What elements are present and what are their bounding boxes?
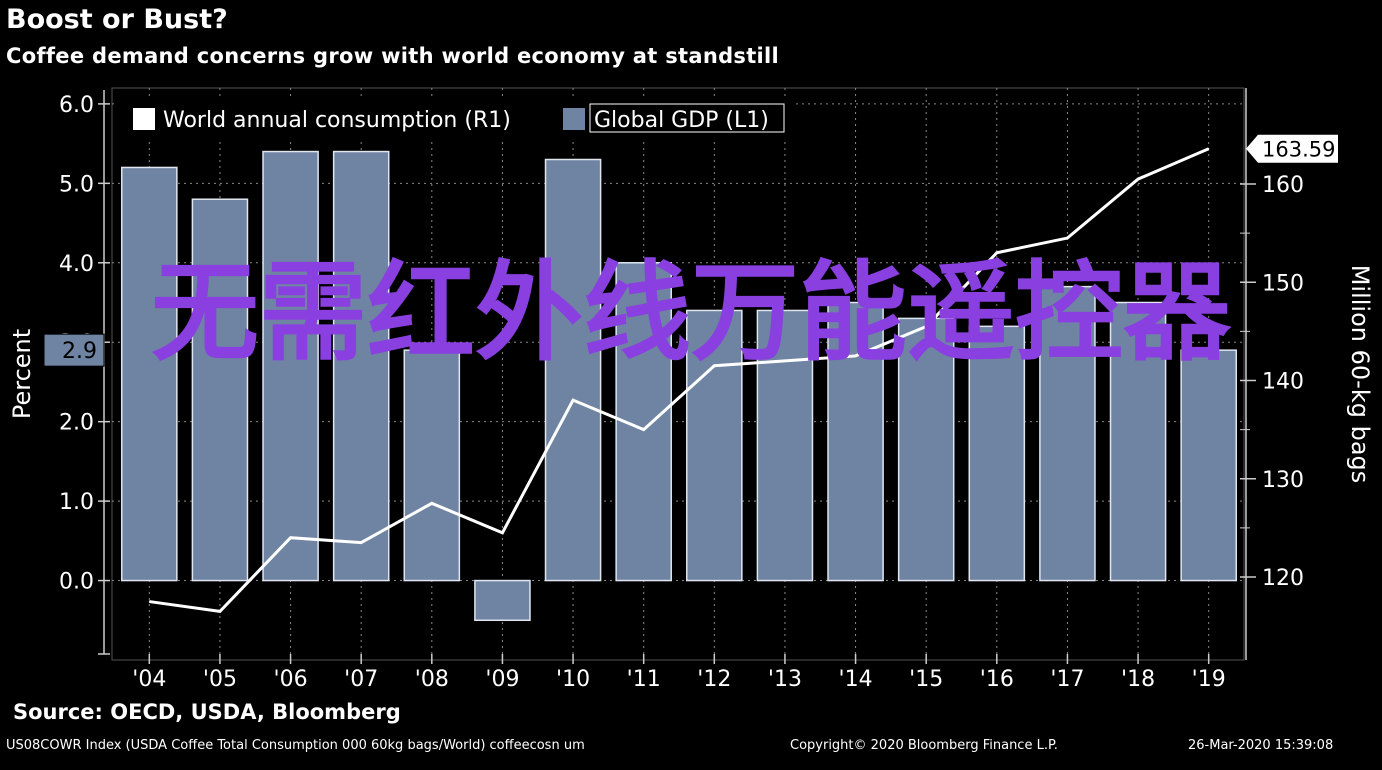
x-tick-label: '16 bbox=[980, 667, 1014, 692]
timestamp: 26-Mar-2020 15:39:08 bbox=[1188, 738, 1334, 753]
point-consumption bbox=[431, 502, 433, 504]
legend-swatch-line bbox=[133, 108, 155, 130]
point-consumption bbox=[360, 542, 362, 544]
line-layer bbox=[148, 147, 1210, 613]
copyright-note: Copyright© 2020 Bloomberg Finance L.P. bbox=[790, 738, 1058, 753]
last-value-flag bbox=[1246, 134, 1338, 163]
bar-gdp bbox=[1109, 301, 1167, 582]
legend-label-gdp: Global GDP (L1) bbox=[594, 108, 769, 133]
x-tick-label: '07 bbox=[344, 667, 378, 692]
chart-title: Boost or Bust? bbox=[6, 4, 228, 35]
bar-gdp bbox=[121, 166, 178, 582]
x-tick-label: '09 bbox=[485, 667, 519, 692]
left-axis-label: Percent bbox=[8, 329, 36, 419]
x-tick-label: '15 bbox=[909, 667, 943, 692]
x-tick-label: '11 bbox=[627, 667, 661, 692]
point-consumption bbox=[996, 252, 998, 254]
point-consumption bbox=[290, 537, 292, 539]
left-tick-label: 5.0 bbox=[59, 172, 94, 197]
axes-layer: 6.05.04.03.02.01.00.0Percent2.9160150140… bbox=[8, 88, 1374, 692]
legend-swatch-bar bbox=[563, 108, 585, 130]
last-bar-label-box bbox=[43, 333, 105, 367]
x-tick-label: '05 bbox=[203, 667, 237, 692]
last-bar-label: 2.9 bbox=[62, 339, 97, 364]
right-axis-label: Million 60-kg bags bbox=[1346, 265, 1374, 484]
x-tick-label: '08 bbox=[415, 667, 449, 692]
x-tick-label: '18 bbox=[1121, 667, 1155, 692]
bar-gdp bbox=[544, 158, 602, 582]
left-tick-label: 6.0 bbox=[59, 93, 94, 118]
index-note: US08COWR Index (USDA Coffee Total Consum… bbox=[6, 738, 585, 753]
legend-highlight bbox=[589, 103, 785, 133]
bars-layer bbox=[121, 150, 1237, 622]
point-consumption bbox=[643, 429, 645, 431]
point-consumption bbox=[219, 610, 221, 612]
left-tick-label: 4.0 bbox=[59, 252, 94, 277]
chart: 6.05.04.03.02.01.00.0Percent2.9160150140… bbox=[8, 87, 1374, 692]
bar-gdp bbox=[262, 150, 319, 582]
chart-subtitle: Coffee demand concerns grow with world e… bbox=[6, 44, 780, 68]
legend: World annual consumption (R1) Global GDP… bbox=[118, 100, 794, 140]
x-tick-label: '06 bbox=[274, 667, 308, 692]
bar-gdp bbox=[827, 301, 884, 582]
left-tick-label: 1.0 bbox=[59, 490, 94, 515]
point-consumption bbox=[501, 532, 503, 534]
line-consumption bbox=[149, 147, 1210, 613]
x-tick-label: '10 bbox=[556, 667, 590, 692]
bar-gdp bbox=[403, 349, 461, 582]
right-tick-label: 140 bbox=[1262, 370, 1304, 395]
right-tick-label: 120 bbox=[1262, 566, 1304, 591]
bar-gdp bbox=[332, 150, 390, 582]
last-value-label: 163.59 bbox=[1262, 138, 1335, 162]
left-tick-label: 0.0 bbox=[59, 570, 94, 595]
point-consumption bbox=[784, 360, 786, 362]
bar-gdp bbox=[686, 309, 743, 582]
bar-gdp bbox=[474, 579, 531, 622]
right-tick-label: 160 bbox=[1262, 173, 1304, 198]
x-tick-label: '13 bbox=[768, 667, 802, 692]
x-tick-label: '12 bbox=[697, 667, 731, 692]
point-consumption bbox=[925, 325, 927, 327]
point-consumption bbox=[1137, 178, 1139, 180]
right-tick-label: 150 bbox=[1262, 271, 1304, 296]
x-tick-label: '17 bbox=[1050, 667, 1084, 692]
legend-box bbox=[118, 100, 794, 140]
x-tick-label: '14 bbox=[839, 667, 873, 692]
point-consumption bbox=[713, 365, 715, 367]
x-tick-label: '19 bbox=[1192, 667, 1226, 692]
point-consumption bbox=[1066, 237, 1068, 239]
bar-gdp bbox=[1180, 349, 1237, 582]
bar-gdp bbox=[1039, 285, 1096, 582]
x-tick-label: '04 bbox=[132, 667, 166, 692]
bar-gdp bbox=[968, 325, 1026, 582]
left-tick-label: 2.0 bbox=[59, 411, 94, 436]
bar-gdp bbox=[756, 309, 814, 582]
right-tick-label: 130 bbox=[1262, 468, 1304, 493]
point-consumption bbox=[572, 399, 574, 401]
source-label: Source: OECD, USDA, Bloomberg bbox=[13, 700, 401, 724]
point-consumption bbox=[855, 355, 857, 357]
bar-gdp bbox=[897, 317, 955, 582]
bar-gdp bbox=[191, 198, 249, 582]
legend-label-consumption: World annual consumption (R1) bbox=[163, 108, 511, 133]
point-consumption bbox=[148, 601, 150, 603]
point-consumption bbox=[1208, 148, 1210, 150]
